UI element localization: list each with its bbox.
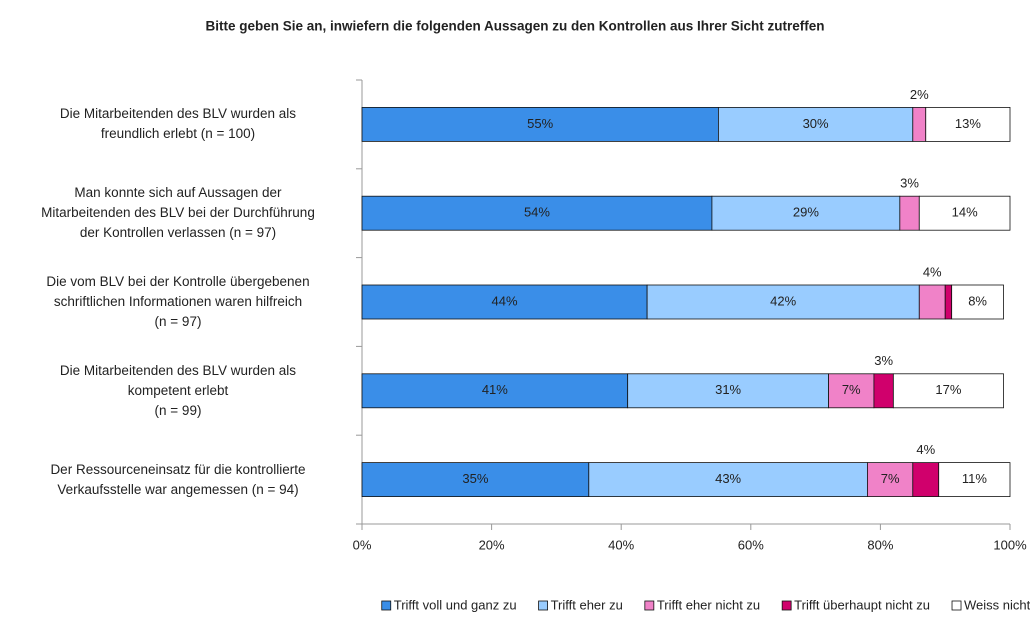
bar-segment [873, 373, 894, 409]
bar-segment [944, 284, 953, 320]
value-label: 35% [462, 471, 488, 486]
x-tick-label: 40% [608, 537, 634, 552]
value-label: 55% [527, 116, 553, 131]
category-label: Die Mitarbeitenden des BLV wurden als ko… [59, 362, 297, 418]
bar-segment [588, 462, 868, 498]
value-label: 13% [955, 116, 981, 131]
bar-segment [892, 373, 1004, 409]
value-label: 4% [923, 264, 942, 279]
bar-segment [918, 284, 946, 320]
value-label: 42% [770, 293, 796, 308]
bar-segment [361, 462, 590, 498]
value-label: 3% [900, 176, 919, 191]
bar-segment [925, 107, 1011, 142]
x-tick-label: 100% [993, 537, 1027, 552]
bar-segment [361, 195, 713, 231]
value-label: 14% [952, 205, 978, 220]
legend-swatch [644, 600, 655, 611]
value-label: 4% [916, 442, 935, 457]
bar-segment [711, 195, 901, 231]
bar-segment [361, 373, 629, 409]
bar-segment [361, 107, 719, 142]
x-tick-label: 60% [738, 537, 764, 552]
value-label: 43% [715, 471, 741, 486]
x-tick-label: 0% [353, 537, 372, 552]
value-label: 8% [968, 293, 987, 308]
value-label: 11% [962, 471, 987, 486]
category-label: Die Mitarbeitenden des BLV wurden als fr… [59, 106, 297, 142]
bar-segment [938, 462, 1011, 498]
bar-segment [646, 284, 920, 320]
value-label: 54% [524, 205, 550, 220]
legend-label: Weiss nicht [964, 597, 1030, 612]
bar-segment [627, 373, 829, 409]
legend-swatch [781, 600, 792, 611]
value-label: 7% [881, 471, 900, 486]
x-tick-label: 80% [867, 537, 893, 552]
legend-swatch [538, 600, 548, 611]
legend-swatch [951, 600, 962, 611]
value-label: 29% [793, 205, 819, 220]
chart-title: Bitte geben Sie an, inwiefern die folgen… [205, 19, 824, 34]
bar-segment [912, 462, 940, 498]
value-label: 2% [910, 87, 929, 102]
legend-label: Trifft überhaupt nicht zu [794, 597, 930, 612]
category-label: Die vom BLV bei der Kontrolle übergebene… [46, 274, 310, 329]
bar-segment [912, 107, 927, 142]
legend-swatch [381, 600, 392, 611]
category-label: Man konnte sich auf Aussagen der Mitarbe… [41, 185, 315, 241]
value-label: 31% [715, 382, 741, 397]
legend-label: Trifft eher zu [551, 597, 623, 612]
value-label: 30% [803, 116, 829, 131]
bar-segment [718, 107, 914, 142]
legend-label: Trifft voll und ganz zu [394, 597, 517, 612]
bar-segment [899, 195, 920, 231]
bar-segment [951, 284, 1004, 320]
bar-segment [828, 373, 875, 409]
value-label: 3% [874, 353, 893, 368]
legend-label: Trifft eher nicht zu [657, 597, 760, 612]
value-label: 44% [492, 293, 518, 308]
value-label: 7% [842, 382, 861, 397]
value-label: 17% [935, 382, 961, 397]
bar-segment [918, 195, 1011, 231]
category-label: Der Ressourceneinsatz für die kontrollie… [50, 461, 306, 497]
x-tick-label: 20% [479, 537, 505, 552]
value-label: 41% [482, 382, 508, 397]
